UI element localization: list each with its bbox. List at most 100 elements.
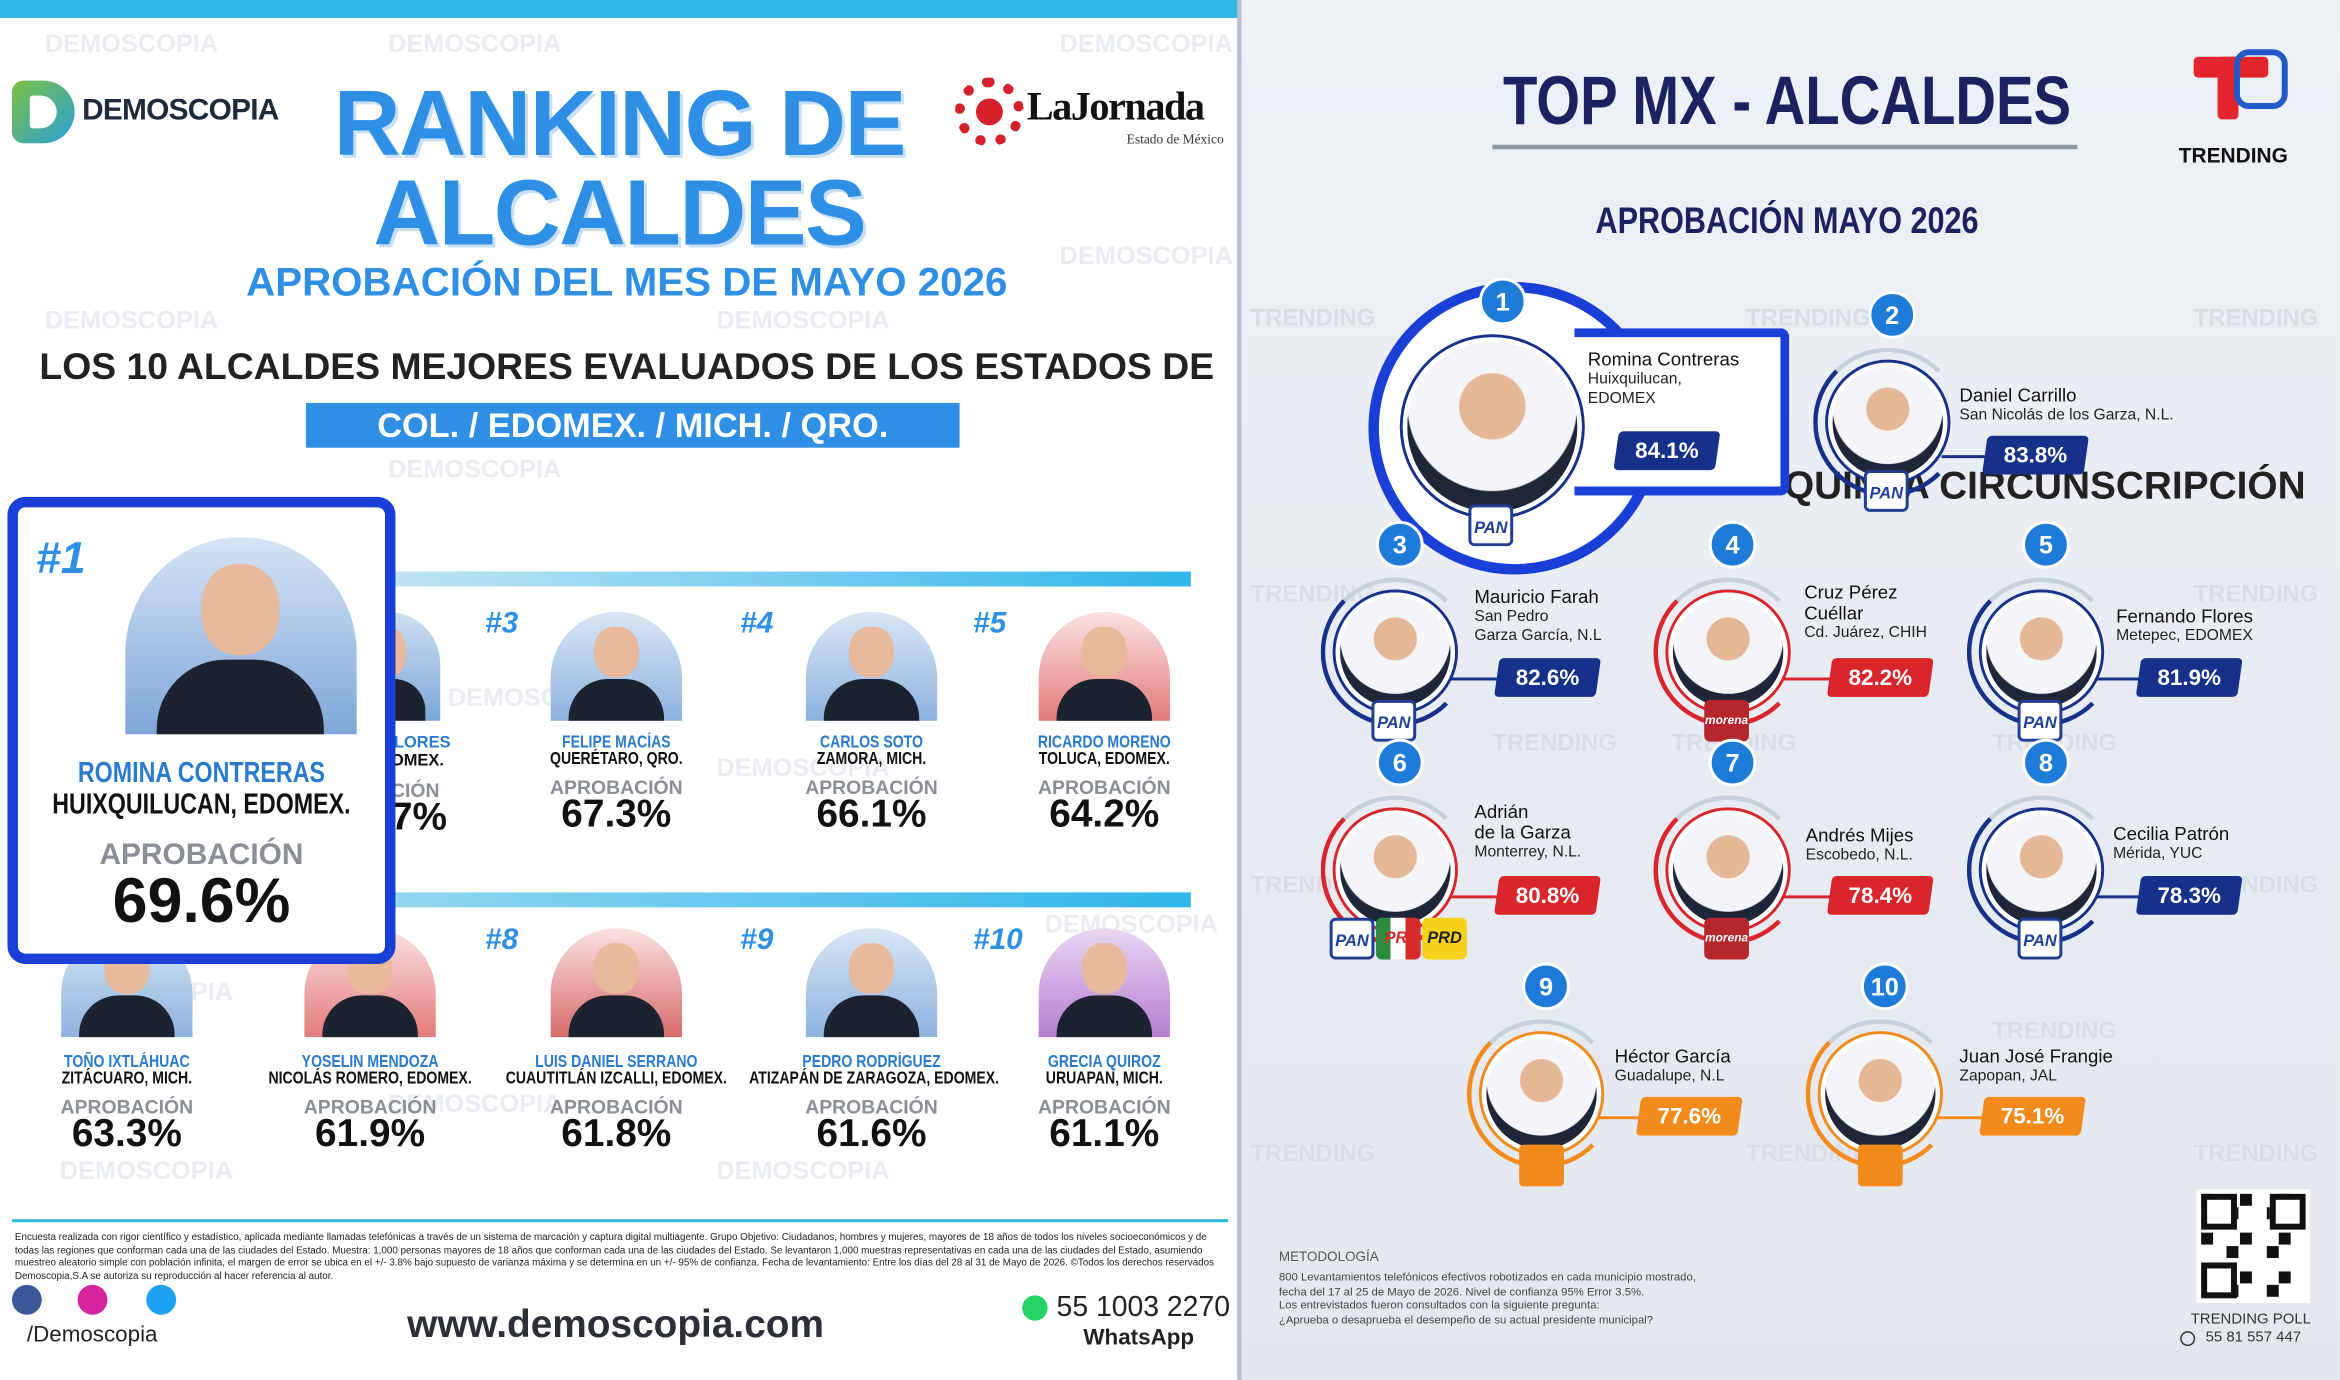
watermark: DEMOSCOPIA: [387, 455, 562, 484]
place: San Pedro: [1474, 607, 1549, 626]
rank-circle: [1708, 520, 1757, 569]
partner-sun-core: [975, 98, 1003, 126]
whatsapp-icon: [2180, 1331, 2196, 1347]
photo: [1981, 592, 2102, 712]
website: www.demoscopia.com: [407, 1301, 824, 1347]
name: PEDRO RODRÍGUEZ: [802, 1053, 941, 1072]
partial-name: LORES: [393, 734, 451, 753]
qr-finder: [2269, 1193, 2306, 1230]
rank: #5: [972, 607, 1007, 641]
watermark: DEMOSCOPIA: [44, 29, 219, 59]
photo-connector: [1781, 677, 1830, 681]
rank-circle: [1375, 520, 1424, 569]
partial-place: OMEX.: [390, 752, 444, 771]
watermark: TRENDING: [1492, 731, 1618, 757]
photo: [1820, 1034, 1940, 1154]
partial-label: CIÓN: [390, 778, 440, 802]
photo-head: [1081, 627, 1127, 678]
approval: 81.9%: [2157, 665, 2221, 691]
approval: 82.6%: [1515, 665, 1580, 691]
rank-circle: [1868, 290, 1917, 339]
approval: 82.2%: [1848, 665, 1913, 691]
place: TOLUCA, EDOMEX.: [1038, 750, 1170, 769]
photo-connector: [1941, 455, 1985, 459]
photo: [1668, 810, 1788, 930]
photo-body: [79, 995, 175, 1038]
rank: 7: [1725, 749, 1740, 778]
name: Andrés Mijes: [1805, 825, 1914, 847]
brand-logo: [2217, 56, 2239, 120]
name: Héctor García: [1614, 1046, 1731, 1067]
states: COL. / EDOMEX. / MICH. / QRO.: [377, 405, 889, 445]
approval: 84.1%: [1635, 438, 1699, 465]
photo: [1828, 362, 1948, 483]
approval-label: APROBACIÓN: [1038, 775, 1171, 799]
qr-cell: [2266, 1284, 2278, 1297]
name: Cecilia Patrón: [2113, 823, 2230, 845]
place: Escobedo, N.L.: [1805, 846, 1913, 865]
photo-head: [593, 943, 639, 994]
footer: TRENDING POLL: [2190, 1311, 2311, 1329]
approval: 75.1%: [2000, 1104, 2065, 1130]
partial-approval: 7%: [390, 793, 448, 839]
divider: [1237, 0, 1242, 1380]
brand-logo-bubble: [2233, 49, 2288, 109]
photo-body: [1057, 995, 1152, 1038]
place: NICOLÁS ROMERO, EDOMEX.: [268, 1069, 472, 1088]
photo: [1335, 592, 1455, 712]
party-badge: [1857, 1144, 1903, 1187]
photo-connector: [1595, 1116, 1639, 1120]
party-badge: morena: [1704, 917, 1749, 960]
photo-head: [849, 943, 894, 994]
place: Mérida, YUC: [2113, 844, 2203, 863]
methodology: ¿Aprueba o desaprueba el desempeño de su…: [1278, 1312, 1654, 1326]
qr-cell: [2266, 1245, 2278, 1258]
place: Metepec, EDOMEX: [2116, 626, 2253, 645]
place: EDOMEX: [1587, 389, 1656, 408]
photo: [1668, 592, 1788, 712]
rank: #9: [740, 923, 774, 957]
title: TOP MX - ALCALDES: [1502, 61, 2072, 139]
approval: 77.6%: [1657, 1104, 1722, 1130]
top-card: #1 ROMINA CONTRERAS HUIXQUILUCAN, EDOMEX. A…: [7, 496, 396, 965]
name: YOSELIN MENDOZA: [301, 1053, 439, 1072]
rank-circle: [1522, 962, 1570, 1011]
party-badge: PRD: [1422, 917, 1467, 960]
photo-body: [824, 679, 919, 721]
methodology: fecha del 17 al 25 de Mayo de 2026. Nive…: [1278, 1284, 1645, 1298]
photo: [1335, 810, 1455, 930]
logo-icon-inner: [29, 95, 57, 129]
name: Cruz Pérez: [1804, 581, 1898, 603]
photo: [1481, 1034, 1602, 1154]
rank-circle: [2022, 738, 2070, 787]
photo-connector: [1449, 677, 1497, 681]
name: Mauricio Farah: [1474, 586, 1599, 608]
footer-rule: [11, 1219, 1229, 1223]
approval: 78.3%: [2157, 883, 2221, 909]
name: RICARDO MORENO: [1037, 734, 1171, 753]
watermark: TRENDING: [1745, 305, 1871, 332]
name: TOÑO IXTLÁHUAC: [64, 1053, 190, 1072]
qr-finder: [2201, 1193, 2237, 1230]
watermark: DEMOSCOPIA: [59, 1156, 234, 1185]
watermark: DEMOSCOPIA: [44, 305, 219, 335]
photo-connector: [2095, 895, 2139, 899]
name: Juan José Frangie: [1959, 1046, 2113, 1067]
approval-label: APROBACIÓN: [550, 1095, 683, 1118]
place: QUERÉTARO, QRO.: [549, 750, 683, 769]
methodology: Los entrevistados fueron consultados con…: [1278, 1298, 1600, 1312]
watermark: DEMOSCOPIA: [716, 1156, 890, 1185]
photo-body: [569, 995, 664, 1038]
states-box: [305, 402, 960, 448]
left-top-bar: [0, 0, 1239, 18]
watermark: DEMOSCOPIA: [1059, 29, 1233, 59]
photo-head: [849, 627, 894, 678]
approval-label: APROBACIÓN: [303, 1095, 437, 1118]
place: ZITÁCUARO, MICH.: [61, 1069, 193, 1088]
brand: TRENDING: [2178, 143, 2288, 168]
approval: 80.8%: [1515, 883, 1580, 909]
approval-label: APROBACIÓN: [805, 775, 938, 799]
rank-circle: [2022, 520, 2070, 569]
title: RANKING DE: [333, 73, 907, 177]
approval: 69.6%: [112, 865, 291, 936]
